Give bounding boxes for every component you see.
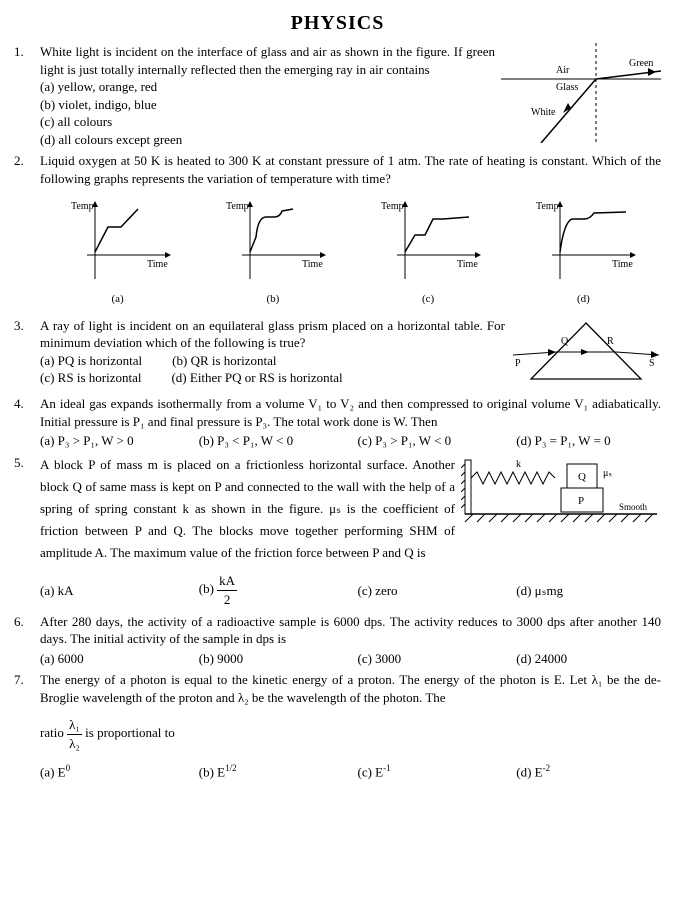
q3-opt-b: (b) QR is horizontal [172, 352, 276, 370]
q3-opt-d: (d) Either PQ or RS is horizontal [171, 369, 342, 387]
q7-text: The energy of a photon is equal to the k… [40, 671, 661, 706]
q7-opt-d: (d) E-2 [516, 762, 661, 781]
question-2: 2. Liquid oxygen at 50 K is heated to 30… [14, 152, 661, 312]
q7-opt-c: (c) E-1 [358, 762, 503, 781]
question-5: 5. k Q P μₛ [14, 454, 661, 609]
svg-text:Glass: Glass [556, 82, 578, 93]
question-1: 1. Air Glass White Green White light is … [14, 43, 661, 148]
q5-figure: k Q P μₛ Smooth [461, 454, 661, 541]
question-7: 7. The energy of a photon is equal to th… [14, 671, 661, 781]
q4-opt-a: (a) P₃ > P₁, W > 0 [40, 432, 185, 450]
q4-opt-b: (b) P₃ < P₁, W < 0 [199, 432, 344, 450]
q5-opt-d: (d) μₛmg [516, 582, 661, 600]
svg-text:P: P [578, 495, 584, 507]
svg-text:Green: Green [629, 58, 653, 69]
q6-opt-a: (a) 6000 [40, 650, 185, 668]
q5-opt-c: (c) zero [358, 582, 503, 600]
q4-num: 4. [14, 395, 40, 450]
q6-text: After 280 days, the activity of a radioa… [40, 613, 661, 648]
q5-opt-b: (b) kA2 [199, 572, 344, 608]
svg-text:Time: Time [457, 259, 478, 270]
q1-figure: Air Glass White Green [501, 43, 661, 148]
q2-opt-c: (c) [373, 292, 483, 307]
q3-num: 3. [14, 317, 40, 392]
svg-text:Smooth: Smooth [619, 502, 648, 512]
svg-text:P: P [515, 358, 521, 369]
svg-text:Temp: Temp [536, 201, 559, 212]
q7-opt-b: (b) E1/2 [199, 762, 344, 781]
q6-opt-c: (c) 3000 [358, 650, 503, 668]
svg-text:Temp: Temp [226, 201, 249, 212]
q7-ratio: ratio λ₁λ₂ is proportional to [40, 716, 661, 752]
q2-opt-b: (b) [218, 292, 328, 307]
q5-opt-a: (a) kA [40, 582, 185, 600]
svg-text:S: S [649, 358, 655, 369]
svg-text:Q: Q [578, 471, 586, 483]
svg-text:Time: Time [612, 259, 633, 270]
svg-text:k: k [516, 459, 521, 470]
question-4: 4. An ideal gas expands isothermally fro… [14, 395, 661, 450]
q3-opt-c: (c) RS is horizontal [40, 369, 141, 387]
svg-text:Time: Time [147, 259, 168, 270]
svg-text:White: White [531, 107, 556, 118]
q2-opt-d: (d) [528, 292, 638, 307]
q2-opt-a: (a) [63, 292, 173, 307]
question-6: 6. After 280 days, the activity of a rad… [14, 613, 661, 668]
svg-text:Q: Q [561, 336, 569, 347]
q6-opt-d: (d) 24000 [516, 650, 661, 668]
question-3: 3. P Q R S A ray of light is incident on… [14, 317, 661, 392]
svg-text:Temp: Temp [381, 201, 404, 212]
q6-opt-b: (b) 9000 [199, 650, 344, 668]
svg-text:μₛ: μₛ [603, 468, 612, 479]
q5-num: 5. [14, 454, 40, 609]
svg-text:Time: Time [302, 259, 323, 270]
q2-text: Liquid oxygen at 50 K is heated to 300 K… [40, 152, 661, 187]
q3-opt-a: (a) PQ is horizontal [40, 352, 142, 370]
q6-num: 6. [14, 613, 40, 668]
q4-text: An ideal gas expands isothermally from a… [40, 395, 661, 430]
page-title: PHYSICS [14, 10, 661, 37]
q3-figure: P Q R S [511, 317, 661, 392]
q2-num: 2. [14, 152, 40, 312]
svg-text:Temp: Temp [71, 201, 94, 212]
q1-num: 1. [14, 43, 40, 148]
q4-opt-d: (d) P₃ = P₁, W = 0 [516, 432, 661, 450]
q7-num: 7. [14, 671, 40, 781]
q2-graphs: Temp Time (a) Temp Time [40, 197, 661, 306]
svg-text:Air: Air [556, 65, 570, 76]
q7-opt-a: (a) E0 [40, 762, 185, 781]
q4-opt-c: (c) P₃ > P₁, W < 0 [358, 432, 503, 450]
svg-text:R: R [607, 336, 614, 347]
